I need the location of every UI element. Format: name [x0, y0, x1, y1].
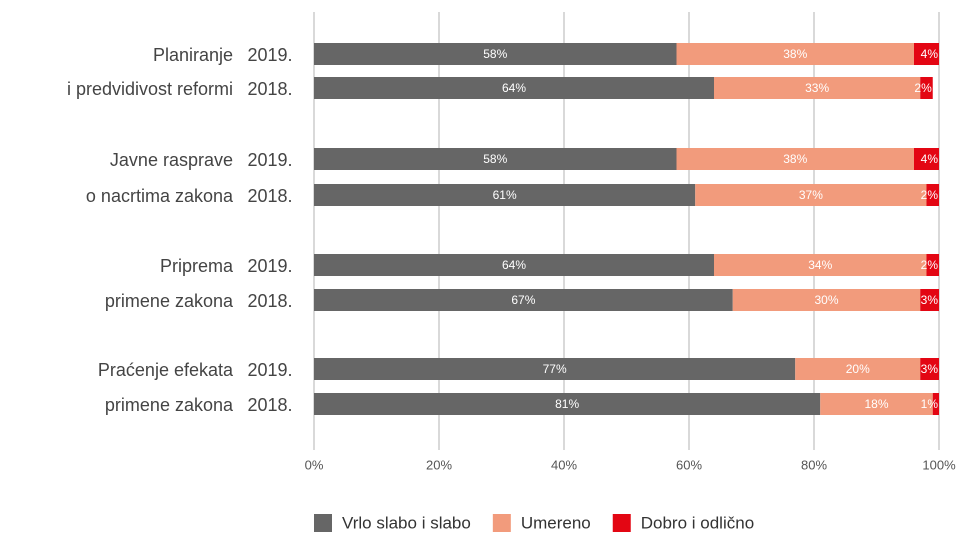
- value-label: 58%: [483, 152, 507, 166]
- bar-segment: [926, 254, 939, 276]
- y-tick-label: 2019.: [247, 360, 292, 380]
- bar-segment: [314, 184, 696, 206]
- bar-segment: [676, 43, 914, 65]
- bar-segment: [676, 148, 914, 170]
- value-label: 2%: [914, 81, 932, 95]
- value-label: 38%: [783, 47, 807, 61]
- value-label: 34%: [808, 258, 832, 272]
- value-label: 64%: [502, 258, 526, 272]
- bar-segment: [732, 289, 921, 311]
- bar-segment: [914, 148, 939, 170]
- y-tick-label: 2018.: [247, 291, 292, 311]
- x-tick-label: 20%: [426, 457, 452, 472]
- legend-label: Umereno: [521, 513, 591, 532]
- bar-segment: [314, 77, 714, 99]
- group-label: primene zakona: [105, 395, 234, 415]
- value-label: 67%: [511, 293, 535, 307]
- group-label: Priprema: [160, 256, 234, 276]
- bar-segment: [932, 393, 939, 415]
- value-label: 38%: [783, 152, 807, 166]
- bar-segment: [920, 289, 939, 311]
- bar-segment: [714, 77, 921, 99]
- y-tick-label: 2018.: [247, 395, 292, 415]
- legend-swatch: [314, 514, 332, 532]
- bar-segment: [795, 358, 921, 380]
- group-label: Planiranje: [153, 45, 233, 65]
- group-label: Javne rasprave: [110, 150, 233, 170]
- bar-segment: [314, 43, 677, 65]
- value-label: 37%: [799, 188, 823, 202]
- bar-segment: [314, 289, 733, 311]
- value-label: 81%: [555, 397, 579, 411]
- x-tick-label: 0%: [305, 457, 324, 472]
- bar-segment: [314, 393, 821, 415]
- y-tick-label: 2019.: [247, 150, 292, 170]
- value-label: 2%: [921, 188, 939, 202]
- legend-swatch: [492, 514, 511, 532]
- value-label: 18%: [864, 397, 888, 411]
- y-tick-label: 2018.: [247, 79, 292, 99]
- bar-segment: [920, 358, 939, 380]
- value-label: 61%: [493, 188, 517, 202]
- value-label: 77%: [543, 362, 567, 376]
- value-label: 20%: [846, 362, 870, 376]
- legend-swatch: [612, 514, 631, 532]
- value-label: 3%: [921, 362, 939, 376]
- y-tick-label: 2019.: [247, 256, 292, 276]
- bar-segment: [914, 43, 939, 65]
- bar-segment: [314, 254, 714, 276]
- legend-label: Dobro i odlično: [641, 513, 754, 532]
- group-label: i predvidivost reformi: [67, 79, 233, 99]
- bar-segment: [714, 254, 927, 276]
- value-label: 58%: [483, 47, 507, 61]
- y-tick-label: 2019.: [247, 45, 292, 65]
- group-label: o nacrtima zakona: [86, 186, 234, 206]
- bar-segment: [926, 184, 939, 206]
- value-label: 2%: [921, 258, 939, 272]
- bar-segment: [920, 77, 933, 99]
- x-tick-label: 100%: [922, 457, 956, 472]
- group-label: Praćenje efekata: [98, 360, 234, 380]
- bar-segment: [820, 393, 933, 415]
- legend-label: Vrlo slabo i slabo: [342, 513, 471, 532]
- x-tick-label: 40%: [551, 457, 577, 472]
- value-label: 64%: [502, 81, 526, 95]
- value-label: 3%: [921, 293, 939, 307]
- y-tick-label: 2018.: [247, 186, 292, 206]
- value-label: 1%: [921, 397, 939, 411]
- value-label: 4%: [921, 47, 939, 61]
- bar-segment: [695, 184, 927, 206]
- value-label: 30%: [814, 293, 838, 307]
- value-label: 4%: [921, 152, 939, 166]
- x-tick-label: 80%: [801, 457, 827, 472]
- x-tick-label: 60%: [676, 457, 702, 472]
- bar-segment: [314, 358, 796, 380]
- bar-segment: [314, 148, 677, 170]
- group-label: primene zakona: [105, 291, 234, 311]
- value-label: 33%: [805, 81, 829, 95]
